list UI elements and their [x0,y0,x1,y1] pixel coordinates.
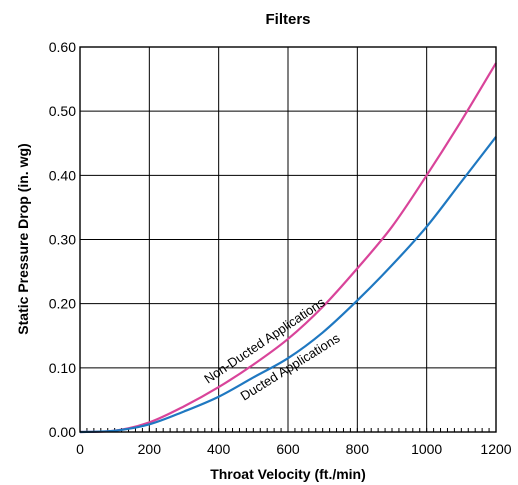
series-line-ducted-applications [79,136,497,434]
x-tick-label: 400 [207,441,231,457]
grid [80,47,496,432]
x-tick-label: 200 [138,441,162,457]
x-tick-label: 1200 [480,441,511,457]
y-tick-label: 0.20 [49,296,76,312]
y-tick-label: 0.60 [49,39,76,55]
y-tick-label: 0.30 [49,232,76,248]
y-tick-labels: 0.00 0.10 0.20 0.30 0.40 0.50 0.60 [49,39,76,440]
y-axis-label: Static Pressure Drop (in. wg) [15,143,31,334]
x-tick-labels: 0 200 400 600 800 1000 1200 [76,441,512,457]
series-label-non-ducted-applications: Non-Ducted Applications [201,294,328,386]
x-tick-label: 1000 [411,441,442,457]
y-tick-label: 0.50 [49,103,76,119]
series-line-non-ducted-applications [79,62,497,434]
x-axis-label: Throat Velocity (ft./min) [210,466,366,482]
x-tick-label: 800 [346,441,370,457]
y-tick-label: 0.40 [49,167,76,183]
x-tick-label: 600 [276,441,300,457]
x-tick-label: 0 [76,441,84,457]
y-tick-label: 0.10 [49,360,76,376]
plot-frame [79,46,497,433]
series-lines [79,62,497,434]
chart-title: Filters [265,11,310,28]
y-tick-label: 0.00 [49,424,76,440]
